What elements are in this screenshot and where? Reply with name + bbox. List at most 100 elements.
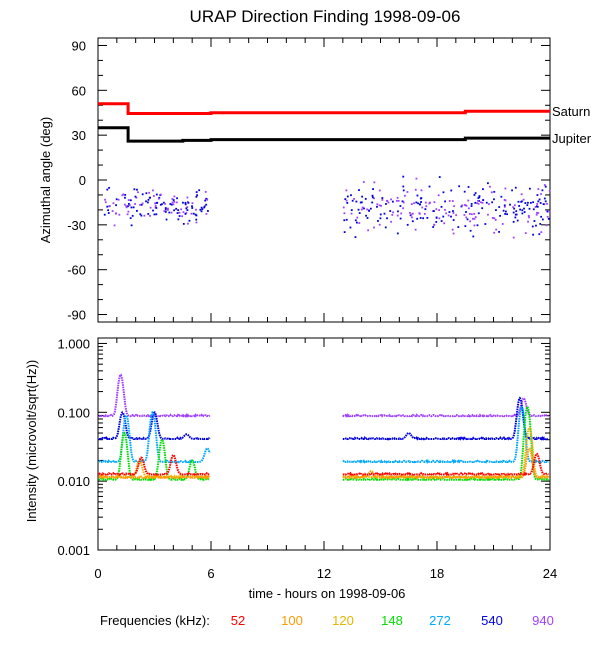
direction-point [528, 207, 531, 210]
direction-point [170, 203, 173, 206]
direction-point [473, 217, 476, 220]
y-tick-label: -30 [67, 218, 86, 233]
direction-point [540, 215, 543, 218]
direction-point [154, 202, 157, 205]
direction-point [380, 204, 382, 207]
direction-point [159, 193, 162, 196]
direction-point [187, 200, 189, 203]
direction-point [498, 230, 501, 233]
direction-point [532, 233, 535, 236]
direction-point [164, 203, 166, 205]
direction-point [466, 218, 469, 221]
trace-segment [342, 426, 550, 479]
direction-point [164, 210, 167, 213]
direction-point [447, 214, 450, 217]
direction-point [396, 196, 399, 199]
direction-point [147, 198, 150, 201]
direction-point [512, 220, 515, 223]
direction-point [187, 222, 189, 225]
direction-point [343, 231, 346, 234]
direction-point [424, 201, 427, 204]
direction-point [435, 216, 438, 219]
direction-point [163, 210, 166, 213]
legend-item-940: 940 [532, 613, 554, 628]
direction-point [152, 209, 154, 212]
direction-point [395, 199, 398, 202]
direction-point [445, 212, 448, 215]
direction-point [166, 208, 169, 211]
direction-point [121, 194, 124, 197]
direction-point [482, 188, 484, 191]
label-jupiter: Jupiter [552, 131, 592, 146]
direction-point [546, 202, 548, 205]
direction-point [460, 205, 463, 208]
direction-point [147, 213, 150, 215]
direction-point [158, 196, 161, 199]
direction-point [531, 225, 534, 228]
direction-point [366, 208, 369, 211]
direction-point [128, 204, 131, 207]
direction-point [124, 196, 126, 199]
direction-point [504, 187, 507, 190]
direction-point [135, 196, 138, 199]
direction-point [440, 220, 443, 222]
direction-point [125, 205, 128, 208]
direction-point [513, 204, 516, 207]
direction-point [198, 189, 201, 192]
direction-point [474, 201, 477, 204]
direction-point [125, 206, 128, 209]
direction-point [148, 191, 151, 194]
direction-point [438, 209, 440, 212]
direction-point [346, 202, 349, 204]
direction-point [468, 212, 471, 215]
direction-point [127, 205, 129, 208]
direction-point [400, 212, 403, 215]
direction-point [477, 199, 479, 202]
direction-point [356, 221, 358, 224]
direction-point [391, 214, 394, 216]
direction-point [356, 216, 359, 219]
trace-segment [342, 447, 550, 480]
direction-point [467, 207, 470, 210]
direction-point [386, 200, 389, 202]
direction-point [504, 210, 507, 213]
direction-point [167, 207, 169, 210]
direction-point [127, 202, 130, 205]
trace-52-khz [98, 452, 549, 477]
direction-point [467, 199, 470, 202]
direction-point [184, 203, 187, 206]
direction-point [161, 203, 163, 206]
direction-point [191, 202, 194, 205]
direction-point [351, 199, 354, 202]
x-tick-label: 12 [317, 566, 331, 581]
direction-point [448, 211, 451, 213]
direction-point [546, 215, 549, 218]
direction-point [199, 208, 202, 211]
direction-point [455, 214, 458, 217]
direction-point [178, 215, 181, 217]
direction-point [464, 204, 467, 206]
direction-point [115, 204, 117, 207]
legend-item-100: 100 [281, 613, 303, 628]
direction-point [474, 192, 477, 195]
trace-segment [98, 474, 211, 480]
direction-point [343, 212, 346, 215]
direction-point [170, 211, 173, 214]
direction-point [141, 202, 144, 205]
direction-point [500, 195, 503, 198]
direction-point [540, 231, 543, 234]
direction-point [371, 201, 374, 204]
direction-point [152, 189, 154, 192]
direction-point [118, 213, 121, 216]
direction-point [423, 212, 426, 215]
direction-point [111, 210, 114, 212]
direction-point [477, 197, 480, 199]
direction-point [171, 198, 174, 200]
direction-point [195, 208, 197, 211]
direction-point [195, 195, 198, 198]
direction-point [350, 194, 352, 197]
legend-item-148: 148 [381, 613, 403, 628]
direction-point [498, 206, 501, 208]
direction-point [451, 228, 454, 231]
